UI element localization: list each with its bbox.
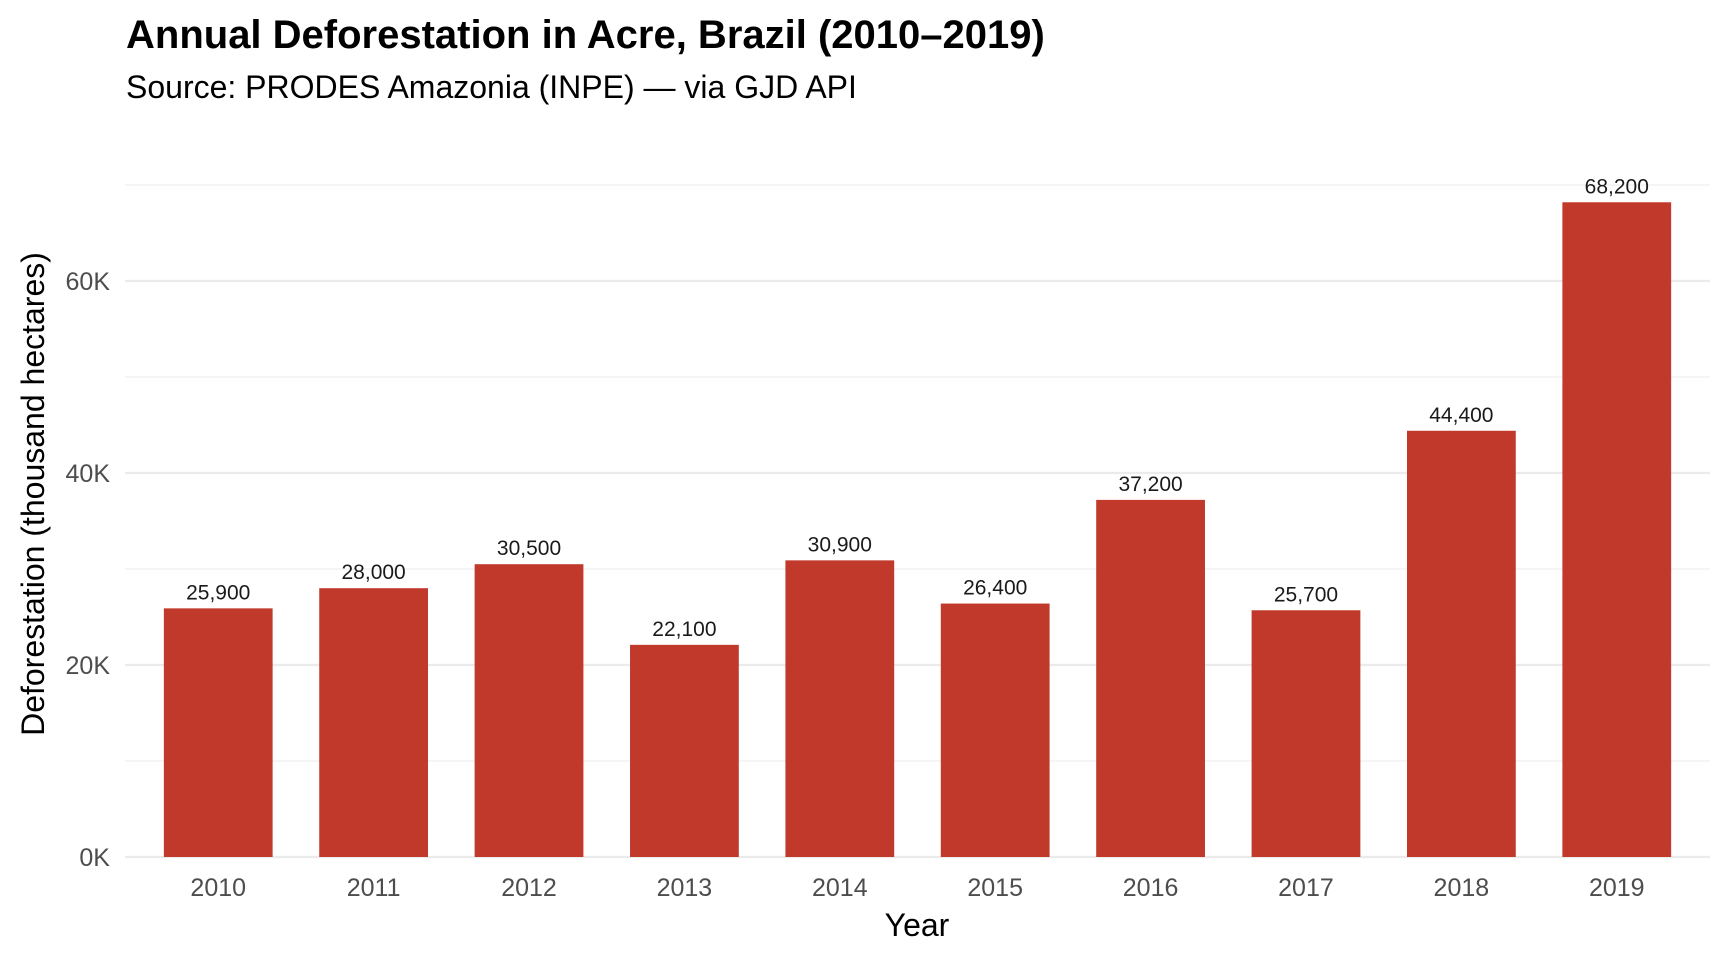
x-tick-label: 2013 (657, 874, 713, 902)
bar-data-label: 25,900 (186, 581, 250, 604)
bar-2017 (1251, 610, 1361, 857)
bar-2019 (1562, 202, 1672, 857)
bars (163, 202, 1672, 857)
bar-2015 (940, 603, 1050, 857)
bar-2010 (163, 608, 273, 857)
x-tick-label: 2019 (1589, 874, 1645, 902)
x-axis-title: Year (885, 907, 950, 943)
bar-2012 (474, 564, 584, 857)
y-tick-label: 60K (66, 268, 111, 296)
y-axis-ticks: 0K 20K 40K 60K (66, 268, 111, 872)
bar-data-label: 37,200 (1118, 473, 1182, 496)
bar-data-label: 28,000 (342, 561, 406, 584)
x-tick-label: 2017 (1278, 874, 1334, 902)
x-tick-label: 2018 (1434, 874, 1490, 902)
y-tick-label: 40K (66, 460, 111, 488)
bar-2013 (630, 644, 739, 857)
x-tick-label: 2015 (967, 874, 1023, 902)
bar-data-label: 44,400 (1429, 404, 1493, 427)
x-tick-label: 2010 (190, 874, 246, 902)
bar-data-label: 30,500 (497, 537, 561, 560)
bar-2011 (319, 588, 429, 857)
x-axis-ticks: 2010 2011 2012 2013 2014 2015 2016 2017 2018 2019 (190, 874, 1644, 902)
bar-labels: 25,900 28,000 30,500 22,100 30,900 26,400 37,2… (186, 175, 1649, 641)
y-axis-title: Deforestation (thousand hectares) (15, 252, 51, 736)
x-tick-label: 2014 (812, 874, 868, 902)
x-tick-label: 2011 (347, 874, 401, 902)
y-tick-label: 20K (66, 652, 111, 680)
chart-title: Annual Deforestation in Acre, Brazil (20… (126, 13, 1045, 57)
bar-2014 (785, 560, 895, 857)
y-tick-label: 0K (79, 844, 110, 872)
chart-subtitle: Source: PRODES Amazonia (INPE) — via GJD… (126, 69, 857, 105)
bar-2018 (1406, 430, 1516, 857)
bar-data-label: 26,400 (963, 577, 1027, 600)
x-tick-label: 2012 (501, 874, 557, 902)
bar-data-label: 22,100 (652, 618, 716, 641)
bar-data-label: 25,700 (1274, 583, 1338, 606)
x-tick-label: 2016 (1123, 874, 1179, 902)
bar-data-label: 68,200 (1585, 175, 1649, 198)
bar-data-label: 30,900 (808, 533, 872, 556)
bar-2016 (1096, 499, 1205, 857)
